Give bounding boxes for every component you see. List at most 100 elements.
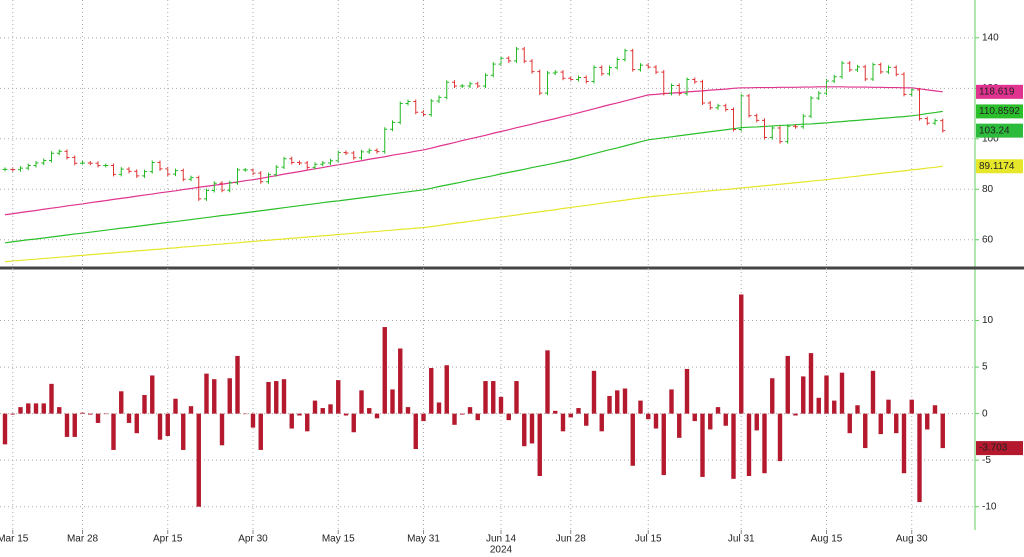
bar <box>894 413 899 434</box>
bar <box>615 390 620 414</box>
last-value-label: -3.703 <box>979 443 1008 454</box>
last-value-label: 110.8592 <box>979 106 1020 117</box>
x-tick-label: May 15 <box>322 534 355 545</box>
price-bar <box>793 124 798 129</box>
x-tick-label: May 31 <box>407 534 440 545</box>
bar <box>328 404 333 414</box>
bar <box>700 413 705 477</box>
bar <box>723 413 728 426</box>
price-bar <box>560 70 566 81</box>
price-bar <box>638 63 643 72</box>
bar <box>762 413 767 474</box>
bar <box>801 376 806 414</box>
bar <box>770 378 775 414</box>
bar <box>72 413 77 437</box>
price-bar <box>64 149 70 160</box>
x-tick-label: Jul 31 <box>728 534 755 545</box>
price-bar <box>816 91 822 101</box>
price-bar <box>614 57 620 70</box>
bar <box>917 413 922 503</box>
price-bar <box>769 125 775 140</box>
price-bar <box>312 162 318 170</box>
bar <box>196 413 201 507</box>
price-bar <box>196 175 202 201</box>
y-tick-label: 60 <box>982 234 994 245</box>
price-bar <box>134 169 140 178</box>
price-bar <box>669 83 674 96</box>
bar <box>111 413 116 450</box>
bar <box>320 408 325 414</box>
y-tick-label: 10 <box>982 315 994 326</box>
price-bar <box>297 160 302 166</box>
price-bar <box>483 73 488 89</box>
last-value-label: 89.1174 <box>979 161 1015 172</box>
price-bar <box>800 114 806 129</box>
bar <box>374 413 380 419</box>
price-bar <box>855 64 860 72</box>
x-tick-label: Mar 15 <box>0 534 29 545</box>
price-bar <box>545 70 550 96</box>
bar <box>932 405 938 414</box>
price-bar <box>746 93 752 118</box>
price-bar <box>870 62 876 81</box>
bar <box>150 375 155 414</box>
price-bar <box>149 160 155 174</box>
price-bar <box>514 46 519 63</box>
price-bar <box>831 74 837 84</box>
price-bar <box>382 127 388 154</box>
price-bar <box>777 125 783 144</box>
price-bar <box>33 161 39 168</box>
x-tick-label: Mar 28 <box>67 534 99 545</box>
bar <box>522 413 527 447</box>
bar <box>460 413 465 415</box>
price-bar <box>700 79 705 105</box>
price-bar <box>521 46 527 64</box>
bar <box>250 413 256 428</box>
price-bar <box>188 175 194 182</box>
bar <box>243 413 248 415</box>
bar <box>622 388 628 414</box>
bar <box>576 408 581 414</box>
price-bar <box>41 158 47 166</box>
price-bar <box>901 72 907 97</box>
bar <box>514 381 519 414</box>
price-bar <box>684 77 690 96</box>
price-bar <box>886 65 891 74</box>
bar <box>126 413 132 423</box>
bar <box>553 410 558 414</box>
bar <box>398 348 403 414</box>
price-bar <box>111 163 116 177</box>
price-bar <box>413 99 419 115</box>
bar <box>599 413 604 432</box>
bar <box>646 413 651 420</box>
y-tick-label: -5 <box>982 455 991 466</box>
bar <box>413 413 418 450</box>
price-bar <box>428 98 434 117</box>
price-bar <box>390 120 395 132</box>
bar <box>359 390 364 414</box>
y-tick-label: 80 <box>982 184 994 195</box>
x-tick-label: Jun 14 <box>486 534 516 545</box>
price-bar <box>731 107 736 132</box>
bar <box>297 413 302 416</box>
bar <box>235 355 240 414</box>
price-bar <box>25 163 31 171</box>
price-bar <box>343 150 349 155</box>
bar <box>212 379 217 414</box>
bar <box>305 413 310 432</box>
bar <box>204 373 209 414</box>
bar <box>708 413 713 430</box>
bar <box>281 379 287 414</box>
price-bar <box>940 118 946 133</box>
bar <box>491 381 496 414</box>
price-bar <box>219 181 225 193</box>
price-bar <box>304 161 310 170</box>
price-bar <box>126 167 132 174</box>
price-bar <box>529 59 535 74</box>
bar <box>847 413 852 434</box>
price-bar <box>444 80 450 100</box>
bar <box>429 368 434 414</box>
price-bar <box>421 110 426 117</box>
price-bar <box>56 149 62 156</box>
